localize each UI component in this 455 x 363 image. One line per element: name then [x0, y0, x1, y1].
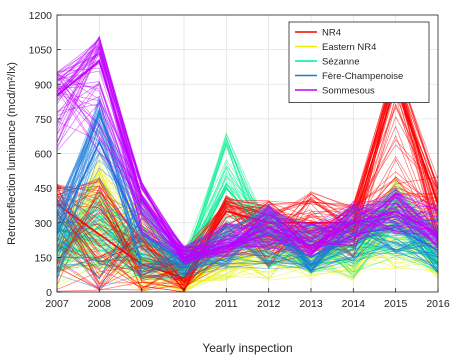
- series-trace: [57, 58, 438, 256]
- x-tick-label: 2015: [384, 298, 408, 310]
- x-tick-label: 2012: [257, 298, 281, 310]
- x-tick-label: 2008: [88, 298, 112, 310]
- series-trace: [57, 217, 438, 267]
- legend-label: Sommesous: [322, 86, 375, 97]
- legend-label: Eastern NR4: [322, 42, 376, 53]
- y-tick-label: 150: [34, 252, 52, 264]
- series-trace: [57, 95, 438, 276]
- legend: NR4 Eastern NR4 Sézanne Fère-Champenoise Som…: [288, 21, 430, 103]
- y-tick-label: 750: [34, 114, 52, 126]
- series-trace: [57, 37, 438, 253]
- series-trace: [57, 72, 438, 288]
- x-tick-label: 2010: [172, 298, 196, 310]
- y-tick-label: 1200: [29, 10, 53, 22]
- series-bundle-4: [57, 35, 438, 265]
- y-tick-label: 600: [34, 149, 52, 161]
- x-tick-label: 2007: [45, 298, 69, 310]
- series-trace: [57, 62, 438, 282]
- y-axis-label: Retroreflection luminance (mcd/m²/lx): [6, 62, 18, 245]
- x-tick-label: 2009: [130, 298, 154, 310]
- x-tick-label: 2011: [215, 298, 238, 310]
- series-trace: [57, 67, 438, 260]
- x-tick-label: 2013: [299, 298, 323, 310]
- legend-label: Fère-Champenoise: [322, 71, 403, 82]
- series-trace: [57, 208, 438, 274]
- y-tick-label: 900: [34, 79, 52, 91]
- y-tick-label: 1050: [29, 45, 53, 57]
- series-trace: [57, 178, 438, 279]
- legend-label: NR4: [322, 28, 341, 39]
- y-tick-label: 300: [34, 218, 52, 230]
- series-trace: [57, 95, 438, 264]
- trace-bundles: [57, 35, 438, 292]
- series-trace: [57, 52, 438, 250]
- series-trace: [57, 85, 438, 253]
- series-trace: [57, 38, 438, 265]
- axes: 0 150 300 450 600 750 900 1050 1200 2007 2008 2009 2…: [29, 10, 450, 310]
- x-tick-label: 2016: [426, 298, 450, 310]
- series-trace: [57, 61, 438, 287]
- series-trace: [57, 73, 438, 252]
- series-trace: [57, 35, 438, 252]
- x-axis-label: Yearly inspection: [202, 341, 292, 355]
- x-tick-label: 2014: [342, 298, 366, 310]
- y-tick-label: 0: [46, 287, 52, 299]
- legend-box: [288, 21, 430, 103]
- y-tick-label: 450: [34, 183, 52, 195]
- series-trace: [57, 54, 438, 264]
- series-trace: [57, 45, 438, 249]
- series-line-4: [57, 59, 438, 259]
- legend-label: Sézanne: [322, 57, 360, 68]
